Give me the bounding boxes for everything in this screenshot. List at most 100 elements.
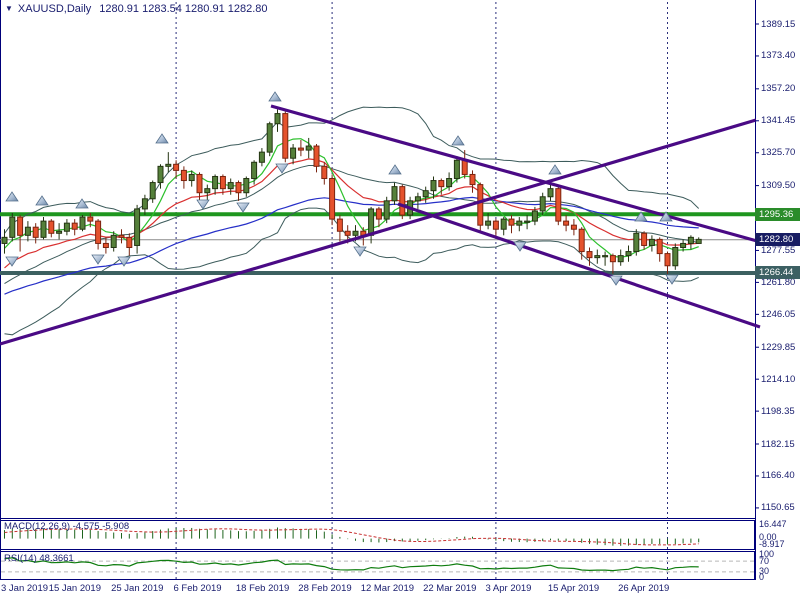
candle — [656, 237, 663, 262]
candle-body — [157, 165, 164, 184]
fractal-down-arrow-icon[interactable] — [665, 274, 679, 285]
candle-body — [453, 159, 460, 180]
candle — [383, 196, 390, 224]
candle — [438, 178, 445, 195]
macd-label: MACD(12,26,9) -4.575 -5.908 — [4, 521, 130, 532]
price-tick-label: 1246.05 — [761, 308, 796, 320]
candle — [180, 166, 187, 189]
candle-body — [1, 236, 8, 244]
fractal-up-arrow-icon[interactable] — [35, 195, 49, 206]
candle-body — [633, 232, 640, 253]
candle-body — [492, 220, 499, 230]
fractal-down-arrow-icon[interactable] — [275, 163, 289, 174]
candle — [531, 206, 538, 226]
candle-body — [383, 200, 390, 220]
fractal-up-arrow-icon[interactable] — [268, 91, 282, 102]
candle — [422, 186, 429, 203]
candle — [17, 215, 24, 252]
candle — [453, 156, 460, 183]
fractal-down-arrow-icon[interactable] — [353, 246, 367, 257]
candle — [290, 144, 297, 165]
candle — [586, 247, 593, 266]
date-label: 12 Mar 2019 — [360, 583, 415, 594]
candle-body — [235, 182, 242, 194]
candle-body — [204, 188, 211, 194]
candle-body — [102, 242, 109, 248]
rsi-scale-label: 70 — [759, 555, 770, 566]
candle-body — [126, 236, 133, 248]
price-tick-label: 1166.40 — [761, 470, 795, 482]
fractal-up-arrow-icon[interactable] — [388, 164, 402, 175]
ascending-trendline[interactable] — [0, 118, 757, 346]
candle — [329, 174, 336, 226]
fractal-down-arrow-icon[interactable] — [117, 256, 131, 267]
candle — [243, 176, 250, 197]
candle — [157, 164, 164, 189]
fractal-down-arrow-icon[interactable] — [513, 241, 527, 252]
rsi-scale-label: 100 — [759, 549, 775, 559]
fractal-down-arrow-icon[interactable] — [196, 199, 210, 210]
symbol-dropdown-icon[interactable]: ▼ — [5, 4, 13, 13]
candle-body — [118, 234, 125, 238]
price-badge: 1295.36 — [755, 207, 800, 221]
fractal-down-arrow-icon[interactable] — [609, 275, 623, 286]
candle-body — [641, 232, 648, 246]
fractal-down-arrow-icon[interactable] — [5, 256, 19, 267]
fractal-up-arrow-icon[interactable] — [5, 191, 19, 202]
candle — [547, 184, 554, 201]
candle-body — [469, 173, 476, 186]
candle-body — [87, 216, 94, 222]
candle — [63, 219, 70, 236]
candle-body — [149, 182, 156, 200]
candle — [297, 139, 304, 157]
candle-body — [438, 180, 445, 188]
candle — [695, 237, 702, 244]
candle-body — [336, 218, 343, 232]
candle — [71, 219, 78, 236]
candle — [570, 219, 577, 236]
descending-trendline[interactable] — [270, 104, 758, 243]
candle-body — [555, 188, 562, 222]
candle — [368, 206, 375, 244]
candle-body — [219, 175, 226, 190]
candle-body — [243, 178, 250, 194]
candle-body — [352, 230, 359, 236]
candle-body — [368, 208, 375, 236]
candle-body — [173, 163, 180, 171]
candle — [212, 174, 219, 195]
fractal-up-arrow-icon[interactable] — [659, 211, 673, 222]
candle-body — [500, 218, 507, 230]
fractal-up-arrow-icon[interactable] — [155, 133, 169, 144]
candle — [492, 219, 499, 238]
price-tick-label: 1325.70 — [761, 147, 796, 159]
fractal-down-arrow-icon[interactable] — [91, 254, 105, 265]
fractal-up-arrow-icon[interactable] — [451, 135, 465, 146]
candle — [399, 184, 406, 220]
candle — [524, 215, 531, 230]
fractal-up-arrow-icon[interactable] — [548, 164, 562, 175]
fractal-down-arrow-icon[interactable] — [236, 202, 250, 213]
price-tick-label: 1214.10 — [761, 373, 796, 385]
date-label: 18 Feb 2019 — [235, 583, 290, 594]
fractal-up-arrow-icon[interactable] — [634, 211, 648, 222]
candle-body — [672, 246, 679, 267]
candle-body — [40, 220, 47, 238]
price-tick-label: 1182.15 — [761, 438, 795, 450]
candle — [477, 182, 484, 234]
date-label: 3 Jan 2019 — [1, 583, 49, 594]
price-tick-label: 1198.35 — [761, 405, 795, 417]
candle-body — [180, 169, 187, 182]
date-label: 22 Mar 2019 — [423, 583, 477, 594]
candle — [79, 215, 86, 232]
candle-body — [9, 216, 16, 238]
macd-values: -4.575 -5.908 — [72, 521, 130, 532]
candle-body — [586, 251, 593, 259]
candle — [188, 170, 195, 187]
candle — [563, 215, 570, 232]
fractal-up-arrow-icon[interactable] — [75, 198, 89, 209]
candle — [578, 227, 585, 260]
rsi-scale-label: 0 — [759, 572, 765, 582]
descending-trendline[interactable] — [397, 202, 761, 329]
